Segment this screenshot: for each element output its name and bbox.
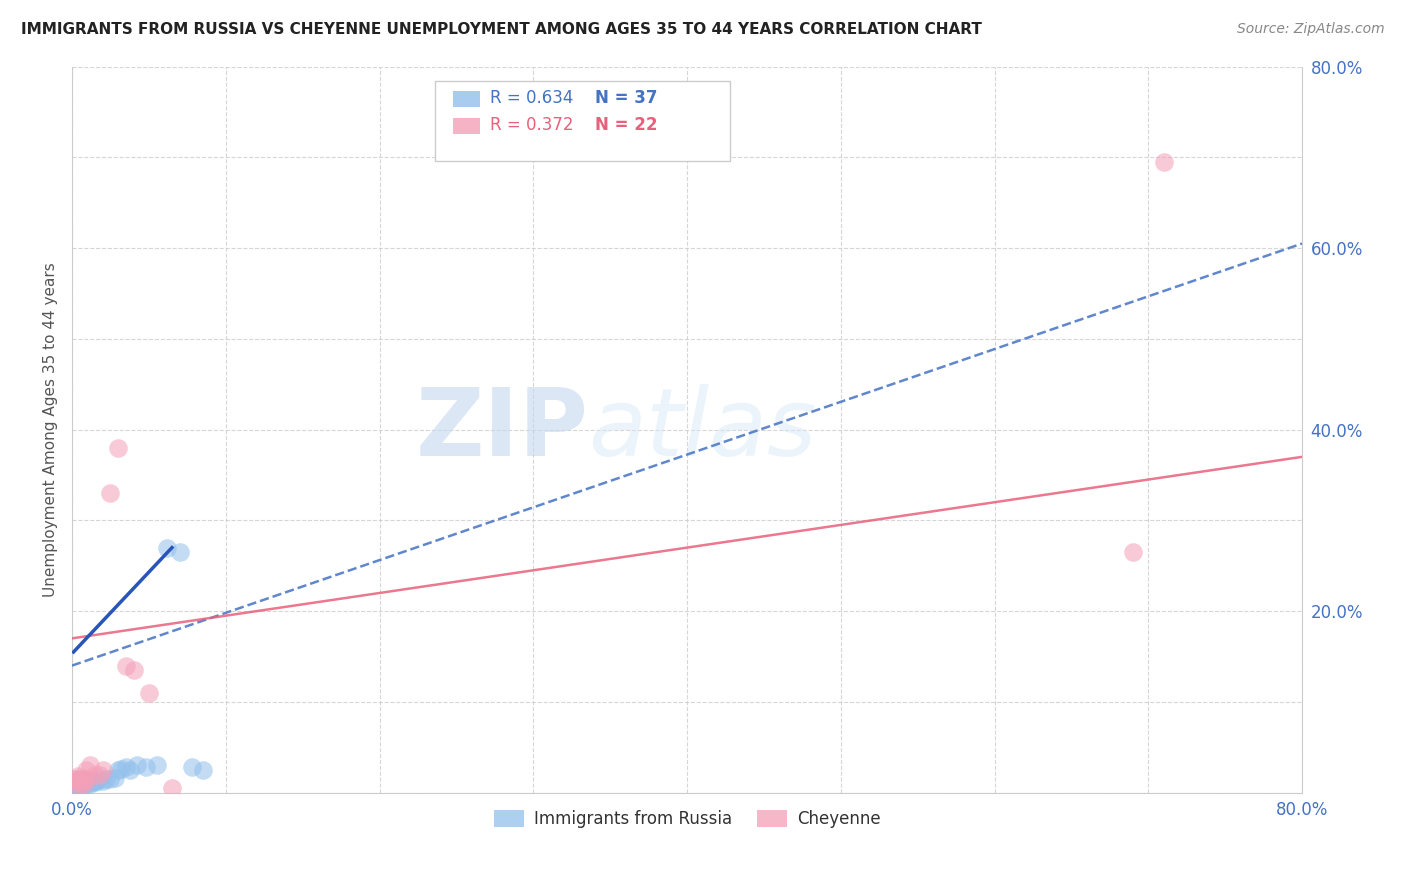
Point: [76, 776, 98, 790]
Point: [67, 778, 90, 792]
Point: [80, 774, 103, 789]
Text: Source: ZipAtlas.com: Source: ZipAtlas.com: [1237, 22, 1385, 37]
FancyBboxPatch shape: [453, 118, 481, 134]
Text: atlas: atlas: [589, 384, 817, 475]
Point: [63, 774, 86, 789]
Point: [110, 762, 132, 776]
Point: [69, 776, 91, 790]
Point: [69, 774, 91, 789]
Text: N = 37: N = 37: [595, 89, 657, 107]
Point: [63, 778, 86, 792]
Point: [69, 772, 91, 786]
Point: [83, 773, 105, 788]
Point: [76, 772, 98, 786]
Point: [75, 763, 97, 777]
Point: [67, 772, 90, 787]
Point: [104, 771, 127, 785]
Point: [62, 781, 84, 796]
Text: R = 0.634: R = 0.634: [491, 89, 574, 107]
Point: [145, 758, 167, 772]
Point: [70, 776, 93, 790]
Point: [91, 773, 114, 788]
Text: R = 0.372: R = 0.372: [491, 117, 574, 135]
Point: [67, 769, 90, 783]
Point: [160, 781, 183, 796]
Point: [73, 778, 96, 792]
Point: [1153, 154, 1175, 169]
Point: [125, 758, 148, 772]
Point: [75, 774, 97, 789]
Point: [65, 780, 87, 795]
Legend: Immigrants from Russia, Cheyenne: Immigrants from Russia, Cheyenne: [486, 804, 887, 835]
Point: [73, 776, 96, 790]
Point: [114, 658, 136, 673]
Point: [1122, 545, 1144, 559]
Point: [89, 767, 111, 781]
Point: [65, 776, 87, 790]
Point: [70, 774, 93, 789]
Point: [169, 545, 191, 559]
Point: [100, 772, 122, 786]
Point: [107, 441, 129, 455]
Point: [114, 760, 136, 774]
Point: [72, 776, 94, 790]
Point: [181, 760, 204, 774]
Point: [70, 780, 93, 794]
Point: [107, 763, 129, 777]
Point: [72, 772, 94, 786]
Point: [100, 486, 122, 500]
Point: [77, 772, 100, 787]
Point: [84, 767, 107, 781]
Point: [94, 772, 117, 786]
Y-axis label: Unemployment Among Ages 35 to 44 years: Unemployment Among Ages 35 to 44 years: [44, 262, 58, 597]
Point: [156, 541, 179, 555]
Point: [65, 772, 87, 786]
Point: [120, 763, 142, 777]
Text: IMMIGRANTS FROM RUSSIA VS CHEYENNE UNEMPLOYMENT AMONG AGES 35 TO 44 YEARS CORREL: IMMIGRANTS FROM RUSSIA VS CHEYENNE UNEMP…: [21, 22, 981, 37]
Point: [122, 663, 145, 677]
Point: [89, 772, 111, 786]
Point: [135, 760, 157, 774]
Text: ZIP: ZIP: [416, 384, 589, 475]
Point: [138, 686, 160, 700]
Point: [79, 776, 101, 790]
Point: [86, 773, 108, 788]
Point: [63, 776, 86, 790]
Point: [91, 763, 114, 777]
Point: [79, 758, 101, 772]
Point: [62, 772, 84, 786]
Point: [191, 763, 214, 777]
FancyBboxPatch shape: [453, 91, 481, 106]
FancyBboxPatch shape: [434, 81, 730, 161]
Text: N = 22: N = 22: [595, 117, 657, 135]
Point: [84, 774, 107, 789]
